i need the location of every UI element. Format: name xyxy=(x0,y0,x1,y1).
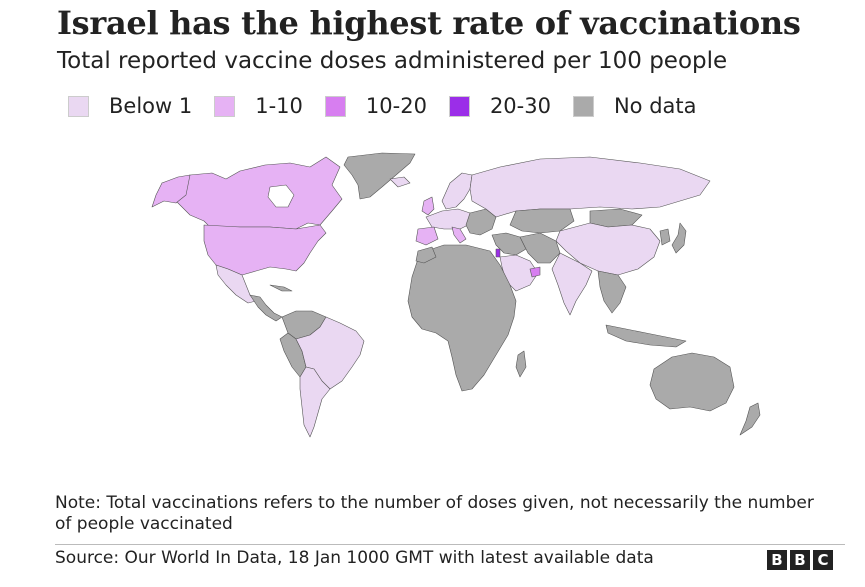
bbc-logo-letter-2: B xyxy=(790,550,810,570)
legend-item-20-30: 20-30 xyxy=(448,94,551,118)
region-new-zealand xyxy=(739,402,761,436)
legend-label-below-1: Below 1 xyxy=(109,94,193,118)
legend-item-no-data: No data xyxy=(572,94,697,118)
chart-title: Israel has the highest rate of vaccinati… xyxy=(57,4,801,42)
region-alaska xyxy=(151,174,191,208)
region-western-europe xyxy=(425,208,473,230)
region-united-kingdom xyxy=(421,196,435,216)
region-caribbean xyxy=(269,284,293,292)
region-greenland xyxy=(343,152,416,200)
region-iran xyxy=(519,232,561,264)
chart-source: Source: Our World In Data, 18 Jan 1000 G… xyxy=(55,548,654,568)
region-canada xyxy=(161,156,343,230)
legend-item-10-20: 10-20 xyxy=(324,94,427,118)
legend-item-1-10: 1-10 xyxy=(214,94,303,118)
legend-label-no-data: No data xyxy=(613,94,697,118)
region-morocco xyxy=(415,246,437,264)
legend-swatch-no-data xyxy=(572,95,594,117)
region-spain xyxy=(415,226,439,246)
bbc-logo-letter-1: B xyxy=(767,550,787,570)
region-korea xyxy=(659,228,671,246)
world-map-svg xyxy=(151,152,761,438)
region-africa xyxy=(407,244,517,392)
legend-label-10-20: 10-20 xyxy=(365,94,427,118)
bbc-logo: B B C xyxy=(767,550,836,570)
hudson-bay xyxy=(267,184,295,208)
region-china xyxy=(555,222,661,276)
legend-swatch-below-1 xyxy=(68,95,89,117)
region-india xyxy=(551,252,593,316)
legend-label-20-30: 20-30 xyxy=(489,94,551,118)
region-scandinavia xyxy=(441,172,473,210)
legend-label-1-10: 1-10 xyxy=(255,94,303,118)
region-argentina xyxy=(299,366,331,438)
region-iceland xyxy=(389,176,411,188)
region-australia xyxy=(649,352,735,412)
region-kazakhstan xyxy=(509,208,575,234)
bbc-logo-letter-3: C xyxy=(813,550,833,570)
region-mongolia xyxy=(589,208,643,228)
world-map xyxy=(120,145,780,465)
region-italy xyxy=(451,226,467,244)
chart-subtitle: Total reported vaccine doses administere… xyxy=(57,48,728,74)
region-russia xyxy=(469,156,711,218)
region-israel xyxy=(495,248,501,258)
chart-note: Note: Total vaccinations refers to the n… xyxy=(55,493,814,534)
legend-item-below-1: Below 1 xyxy=(68,94,192,118)
legend-swatch-1-10 xyxy=(214,95,236,117)
region-southeast-asia xyxy=(597,270,627,314)
region-middle-east xyxy=(491,232,527,256)
region-madagascar xyxy=(515,350,527,378)
legend-swatch-10-20 xyxy=(324,95,346,117)
legend-swatch-20-30 xyxy=(448,95,470,117)
region-uae xyxy=(529,266,541,278)
region-indonesia xyxy=(605,324,687,348)
footer-divider xyxy=(55,544,845,545)
legend: Below 1 1-10 10-20 20-30 No data xyxy=(68,92,719,120)
region-central-america xyxy=(249,294,283,322)
region-japan xyxy=(671,222,687,254)
